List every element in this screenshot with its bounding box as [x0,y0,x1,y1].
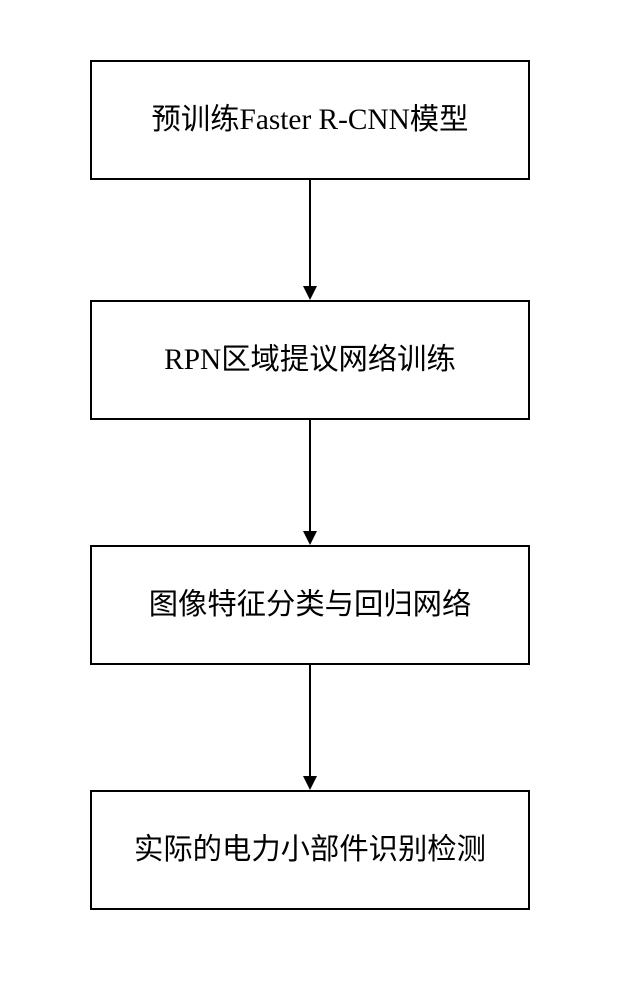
flowchart-edge [309,180,311,286]
flowchart-node: 预训练Faster R-CNN模型 [90,60,530,180]
arrow-head-icon [303,531,317,545]
arrow-head-icon [303,776,317,790]
flowchart-canvas: 预训练Faster R-CNN模型 RPN区域提议网络训练图像特征分类与回归网络实… [0,0,640,1000]
flowchart-node: 图像特征分类与回归网络 [90,545,530,665]
arrow-head-icon [303,286,317,300]
flowchart-node: RPN区域提议网络训练 [90,300,530,420]
flowchart-node: 实际的电力小部件识别检测 [90,790,530,910]
flowchart-edge [309,665,311,776]
flowchart-edge [309,420,311,531]
